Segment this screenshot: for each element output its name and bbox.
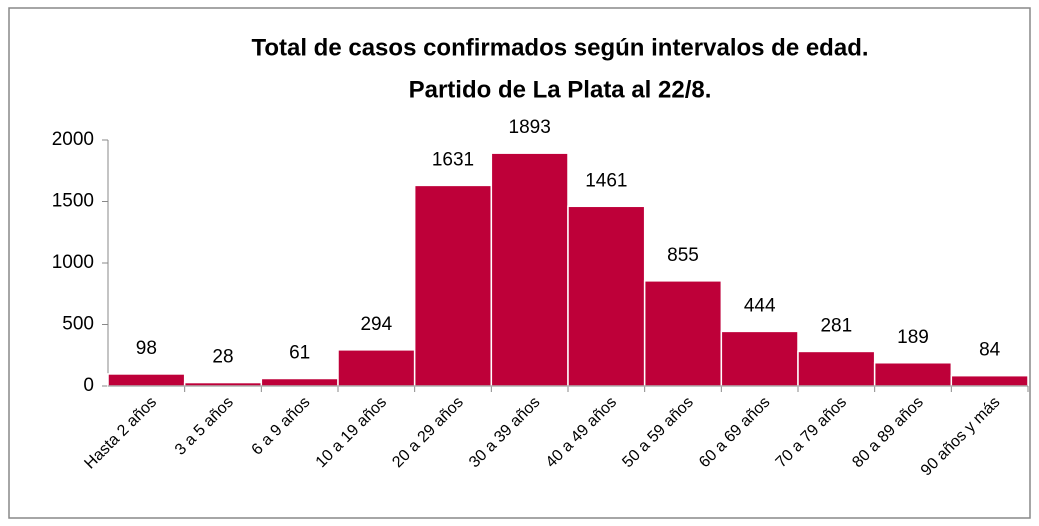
chart-subtitle: Partido de La Plata al 22/8. (409, 76, 712, 103)
y-tick-label: 0 (83, 375, 94, 396)
data-label: 855 (667, 245, 699, 266)
data-label: 1893 (509, 117, 551, 138)
data-label: 1461 (585, 170, 627, 191)
data-label: 98 (136, 338, 157, 359)
y-tick-label: 1500 (52, 191, 94, 212)
bar (337, 349, 416, 387)
bar (720, 330, 799, 387)
data-label: 444 (744, 295, 776, 316)
bar (413, 184, 493, 387)
bar (950, 374, 1029, 387)
bar (490, 152, 569, 387)
y-tick-label: 500 (62, 314, 94, 335)
data-label: 281 (820, 315, 852, 336)
data-label: 61 (289, 343, 310, 364)
data-label: 1631 (432, 149, 474, 170)
bar (873, 362, 953, 387)
y-tick-label: 1000 (52, 252, 94, 273)
bar (797, 350, 876, 387)
bar (260, 377, 339, 387)
bar (567, 205, 646, 387)
chart-title: Total de casos confirmados según interva… (251, 34, 868, 61)
bar (183, 381, 263, 387)
bar (107, 373, 186, 387)
data-label: 189 (897, 327, 929, 348)
data-label: 294 (360, 314, 392, 335)
bar (643, 280, 723, 387)
y-tick-label: 2000 (52, 129, 94, 150)
data-label: 84 (979, 340, 1001, 361)
data-label: 28 (212, 347, 233, 368)
